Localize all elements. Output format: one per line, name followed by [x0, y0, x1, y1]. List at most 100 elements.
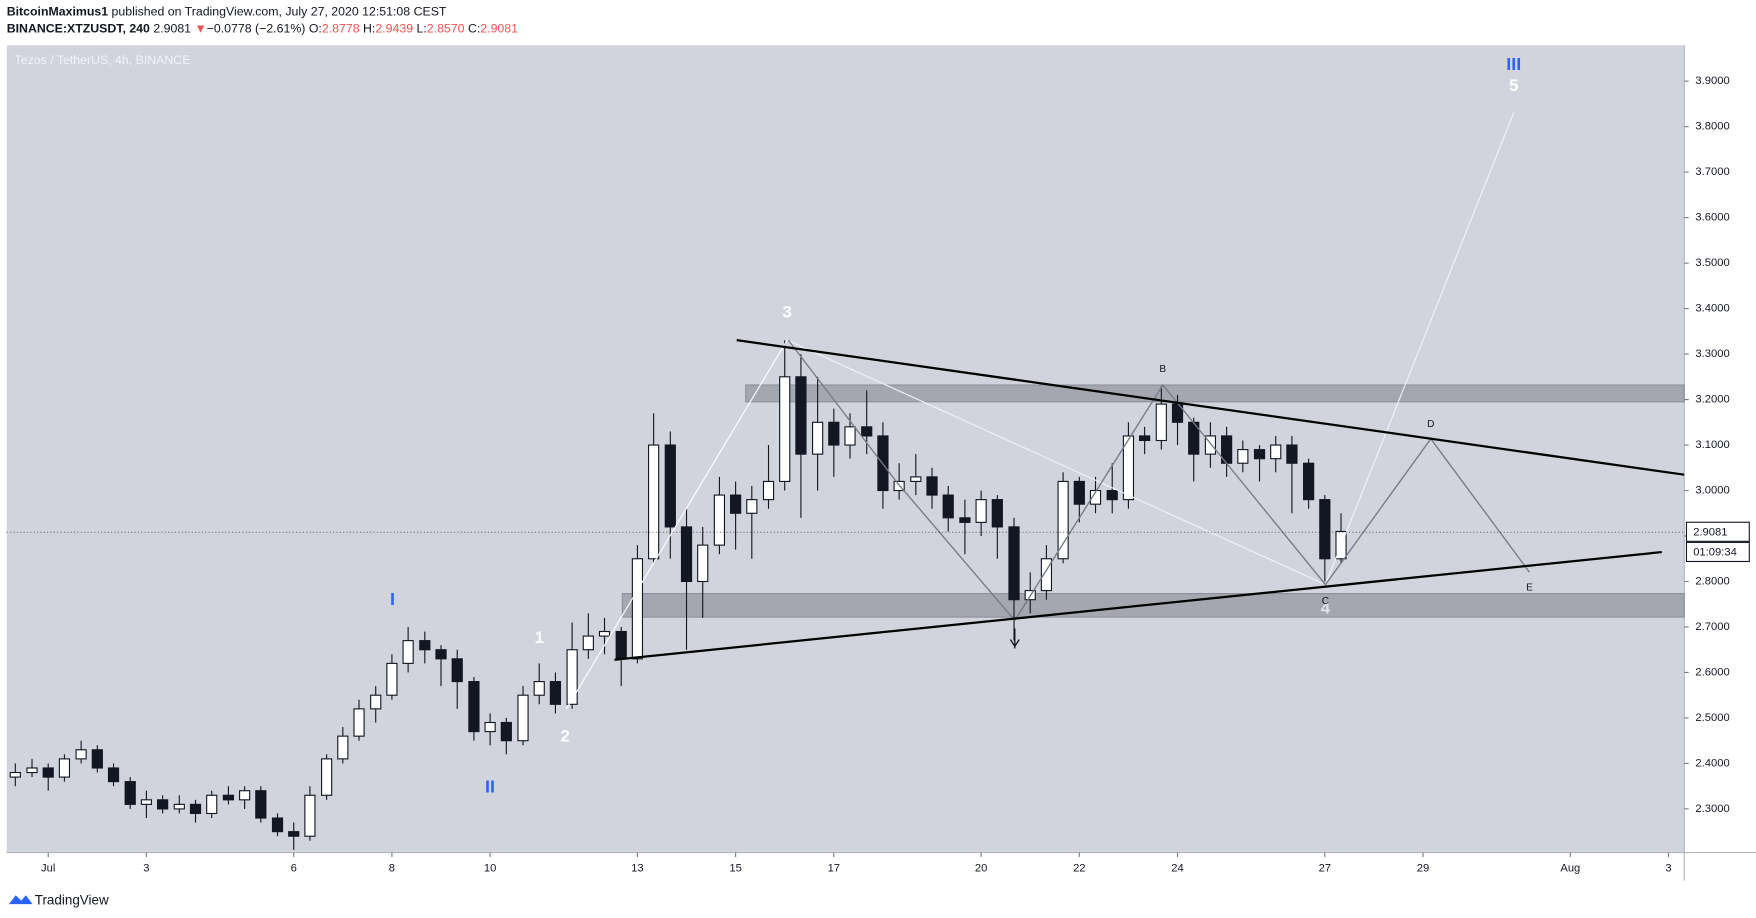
candle-body	[812, 421, 824, 455]
candle-body	[140, 799, 153, 805]
y-tick-label: 2.7000	[1695, 621, 1729, 633]
candle-body	[239, 790, 251, 801]
x-tick-label: 24	[1171, 862, 1183, 874]
logo	[8, 895, 33, 905]
candle-body	[124, 781, 136, 805]
candle-body	[1122, 435, 1135, 501]
candle-body	[255, 790, 267, 819]
candle-body	[206, 794, 218, 815]
l: 2.8570	[427, 22, 465, 36]
candle-body	[844, 426, 856, 446]
candle-body	[795, 376, 807, 455]
header-line-1: BitcoinMaximus1 published on TradingView…	[7, 5, 447, 19]
wave-label: 1	[535, 628, 544, 647]
candle-body	[697, 544, 709, 583]
o: 2.8778	[322, 22, 360, 36]
candle-body	[1089, 489, 1102, 505]
wave-label: E	[1526, 583, 1533, 594]
y-tick-label: 3.5000	[1695, 257, 1729, 269]
candle-body	[42, 767, 54, 778]
candle-body	[435, 649, 447, 660]
x-tick-label: 6	[291, 862, 297, 874]
candle-body	[615, 630, 627, 660]
candle-body	[271, 817, 284, 833]
candle-body	[517, 694, 529, 742]
candle-body	[713, 494, 726, 546]
y-tick-label: 3.0000	[1695, 484, 1729, 496]
candle-body	[779, 376, 791, 482]
candle-body	[762, 480, 775, 501]
wave-label: III	[1506, 54, 1521, 74]
y-tick-label: 3.1000	[1695, 439, 1729, 451]
candle-body	[680, 526, 693, 583]
candle-body	[746, 499, 758, 514]
h-label: H:	[363, 22, 375, 36]
candle-body	[1253, 449, 1266, 460]
x-tick-label: 10	[484, 862, 496, 874]
candle-body	[1303, 462, 1315, 501]
candle-body	[664, 444, 676, 528]
candle-body	[1008, 526, 1020, 601]
candle-body	[75, 749, 87, 760]
plot-area	[6, 45, 1685, 853]
wave-label: 2	[560, 727, 569, 746]
candle-body	[1204, 435, 1217, 455]
candle-body	[370, 694, 382, 710]
candle-body	[730, 494, 742, 514]
candle-body	[91, 749, 103, 769]
wave-label: I	[390, 589, 395, 609]
wave-label: C	[1322, 596, 1329, 607]
candle-body	[1286, 444, 1298, 464]
candle-body	[484, 721, 496, 733]
countdown-box	[1685, 541, 1750, 563]
wave-label: 3	[783, 303, 792, 322]
y-tick-label: 3.2000	[1695, 394, 1729, 406]
candle-body	[533, 681, 545, 696]
candle-body	[1155, 403, 1167, 442]
candle-body	[26, 767, 38, 774]
candle-body	[631, 558, 644, 660]
wave-label: 5	[1509, 76, 1518, 95]
candle-body	[598, 630, 611, 637]
candle-body	[828, 421, 840, 446]
candle-body	[648, 444, 660, 560]
candle-body	[189, 803, 202, 815]
x-tick-label: 3	[143, 862, 149, 874]
wave-label: D	[1427, 419, 1434, 430]
drawings	[565, 112, 1685, 710]
candle-body	[386, 662, 398, 696]
wave-line	[786, 339, 1326, 586]
candle-body	[861, 426, 873, 437]
y-tick-label: 3.8000	[1695, 121, 1729, 133]
symbol: BINANCE:XTZUSDT, 240	[7, 22, 150, 36]
candle-body	[451, 658, 463, 683]
candle-body	[1139, 435, 1151, 442]
arrow-marker	[1009, 628, 1020, 649]
candle-body	[402, 640, 414, 664]
candle-body	[975, 499, 987, 523]
candle-body	[1040, 558, 1053, 592]
x-tick-label: Jul	[41, 862, 55, 874]
header-line-2: BINANCE:XTZUSDT, 240 2.9081 ▼−0.0778 (−2…	[7, 22, 518, 36]
candle-body	[582, 635, 594, 651]
c-label: C:	[468, 22, 480, 36]
candle-body	[337, 735, 349, 760]
candle-body	[942, 494, 954, 519]
wave-label: II	[485, 776, 495, 796]
y-tick-label: 3.9000	[1695, 75, 1729, 87]
x-tick-label: 27	[1319, 862, 1331, 874]
candle-body	[58, 758, 71, 778]
candle-body	[9, 771, 21, 778]
y-tick-label: 3.7000	[1695, 166, 1729, 178]
arrow: ▼	[194, 22, 206, 36]
x-tick-label: 13	[631, 862, 643, 874]
countdown: 01:09:34	[1693, 546, 1737, 558]
candle-body	[173, 803, 185, 810]
candle-body	[419, 640, 431, 651]
candle-body	[304, 794, 316, 837]
x-tick-label: 17	[828, 862, 840, 874]
published: published on TradingView.com, July 27, 2…	[112, 5, 447, 19]
upper-trendline	[736, 339, 1685, 476]
